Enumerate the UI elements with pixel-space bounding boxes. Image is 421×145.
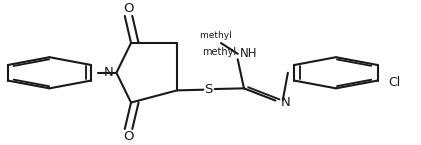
Text: O: O <box>123 130 134 143</box>
Text: N: N <box>104 66 114 79</box>
Text: methyl: methyl <box>200 31 234 40</box>
Text: N: N <box>281 96 290 109</box>
Text: methyl: methyl <box>202 47 236 57</box>
Text: O: O <box>123 2 134 15</box>
Text: NH: NH <box>240 47 257 60</box>
Text: Cl: Cl <box>388 76 400 89</box>
Text: S: S <box>204 83 213 96</box>
